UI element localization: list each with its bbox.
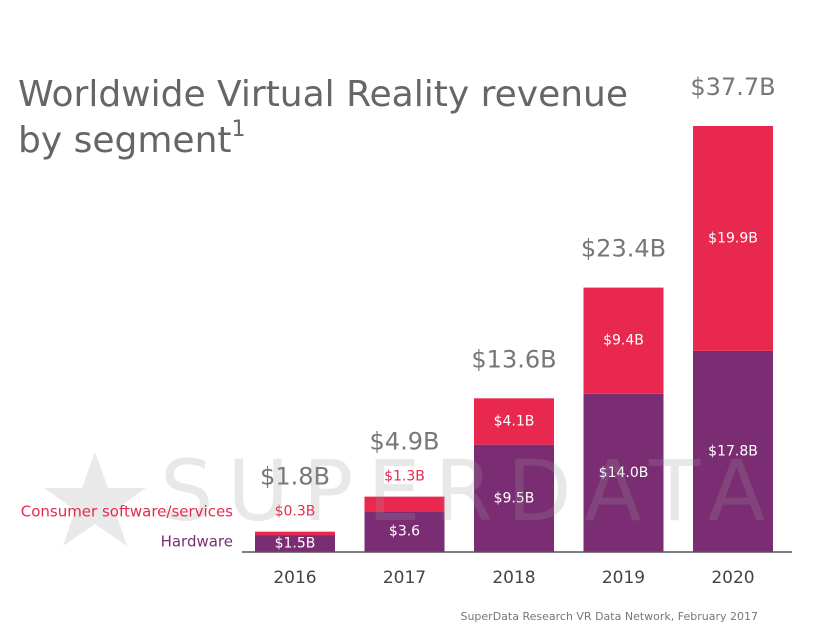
watermark-star — [44, 452, 146, 546]
total-label: $1.8B — [260, 463, 330, 491]
chart-title: by segment1 — [18, 117, 246, 161]
bar-segment — [255, 531, 335, 536]
legend-label: Hardware — [161, 533, 233, 551]
x-tick-label: 2019 — [602, 568, 645, 588]
value-label: $9.4B — [603, 333, 644, 349]
value-label: $17.8B — [708, 443, 758, 459]
source-note: SuperData Research VR Data Network, Febr… — [460, 610, 758, 623]
chart-title: by segment — [18, 120, 232, 161]
chart-title: Worldwide Virtual Reality revenue — [18, 74, 628, 115]
watermark: SUPERDATA — [160, 442, 779, 540]
value-label: $0.3B — [275, 504, 316, 520]
x-tick-label: 2016 — [273, 568, 316, 588]
bar-segment — [364, 511, 445, 552]
value-label: $9.5B — [494, 490, 535, 506]
bar-segment — [693, 350, 773, 552]
total-label: $4.9B — [370, 428, 440, 456]
value-label: $3.6 — [389, 524, 420, 540]
x-tick-label: 2018 — [492, 568, 535, 588]
legend-label: Consumer software/services — [21, 503, 233, 521]
value-label: $1.5B — [275, 536, 316, 552]
bar-segment — [255, 535, 335, 552]
bar-segment — [583, 393, 664, 552]
bar-segment — [474, 444, 554, 552]
x-tick-label: 2020 — [711, 568, 754, 588]
bar-segment — [364, 496, 445, 512]
total-label: $37.7B — [690, 73, 775, 101]
value-label: $14.0B — [599, 465, 649, 481]
value-label: $1.3B — [384, 469, 425, 485]
total-label: $13.6B — [471, 345, 556, 373]
bar-segment — [474, 398, 554, 445]
value-label: $4.1B — [494, 413, 535, 429]
bar-segment — [583, 287, 664, 394]
title-footnote-mark: 1 — [232, 117, 246, 142]
value-label: $19.9B — [708, 230, 758, 246]
x-tick-label: 2017 — [383, 568, 426, 588]
total-label: $23.4B — [581, 235, 666, 263]
bar-segment — [693, 126, 773, 351]
